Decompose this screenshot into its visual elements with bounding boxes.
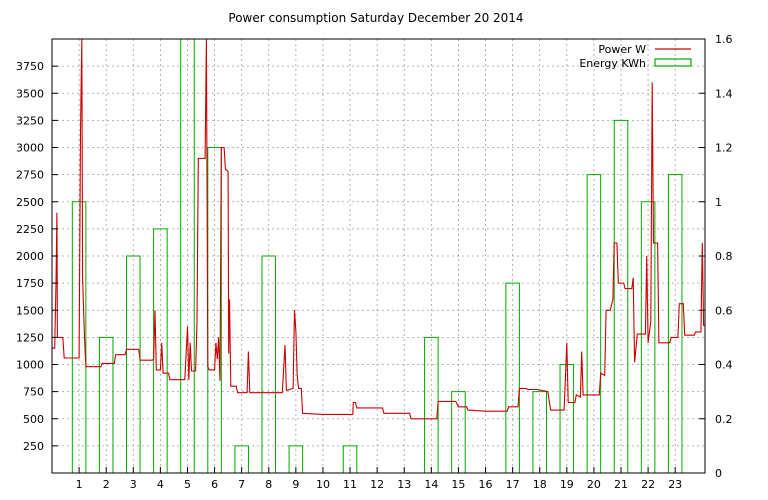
x-tick-label: 18	[533, 478, 547, 491]
power-line	[52, 38, 705, 420]
y-tick-label: 1750	[16, 277, 44, 290]
axis-ticks	[52, 38, 705, 474]
x-tick-label: 8	[265, 478, 272, 491]
y-tick-label: 1250	[16, 331, 44, 344]
x-tick-label: 21	[614, 478, 628, 491]
x-tick-label: 22	[641, 478, 655, 491]
x-tick-label: 14	[424, 478, 438, 491]
y-tick-label: 2750	[16, 169, 44, 182]
y-tick-label: 750	[23, 386, 44, 399]
y2-tick-label: 1.4	[715, 87, 733, 100]
y-tick-label: 2250	[16, 223, 44, 236]
x-tick-label: 6	[211, 478, 218, 491]
y-tick-label: 2500	[16, 196, 44, 209]
y2-tick-label: 1.6	[715, 33, 733, 46]
power-series-line	[52, 38, 705, 420]
legend-swatch-energy	[654, 58, 692, 67]
x-tick-label: 9	[292, 478, 299, 491]
chart-title: Power consumption Saturday December 20 2…	[228, 11, 523, 25]
legend-label-energy: Energy KWh	[579, 57, 646, 70]
x-tick-label: 4	[157, 478, 164, 491]
y-tick-label: 500	[23, 413, 44, 426]
y2-tick-label: 0.2	[715, 413, 733, 426]
y-tick-label: 2000	[16, 250, 44, 263]
x-tick-label: 13	[397, 478, 411, 491]
x-tick-label: 3	[130, 478, 137, 491]
x-axis-labels: 1 2 3 4 5 6 7 8 9 10 11 12 13 14 15 16 17 18 19 20 21 22 23	[76, 478, 683, 491]
x-tick-label: 2	[103, 478, 110, 491]
y-tick-label: 250	[23, 440, 44, 453]
x-tick-label: 12	[370, 478, 384, 491]
y2-tick-label: 0.8	[715, 250, 733, 263]
y-axis-labels: 250 500 750 1000 1250 1500 1750 2000 2250 2500 275…	[16, 60, 44, 453]
y2-tick-label: 1	[715, 196, 722, 209]
y2-tick-label: 0.6	[715, 304, 733, 317]
legend-label-power: Power W	[598, 43, 646, 56]
y2-tick-label: 0	[715, 467, 722, 480]
x-tick-label: 19	[560, 478, 574, 491]
x-tick-label: 20	[587, 478, 601, 491]
legend: Power W Energy KWh	[579, 43, 692, 70]
y-tick-label: 1000	[16, 359, 44, 372]
y-tick-label: 3750	[16, 60, 44, 73]
x-tick-label: 10	[316, 478, 330, 491]
x-tick-label: 17	[506, 478, 520, 491]
x-tick-label: 23	[668, 478, 682, 491]
y2-tick-label: 1.2	[715, 142, 733, 155]
grid	[52, 39, 705, 473]
x-tick-label: 11	[343, 478, 357, 491]
x-tick-label: 5	[184, 478, 191, 491]
x-tick-label: 16	[479, 478, 493, 491]
y-tick-label: 3000	[16, 142, 44, 155]
x-tick-label: 15	[451, 478, 465, 491]
y-tick-label: 1500	[16, 304, 44, 317]
y-tick-label: 3500	[16, 87, 44, 100]
y-tick-label: 3250	[16, 114, 44, 127]
x-tick-label: 7	[238, 478, 245, 491]
y2-axis-labels: 0 0.2 0.4 0.6 0.8 1 1.2 1.4 1.6	[715, 33, 733, 480]
y2-tick-label: 0.4	[715, 359, 733, 372]
x-tick-label: 1	[76, 478, 83, 491]
